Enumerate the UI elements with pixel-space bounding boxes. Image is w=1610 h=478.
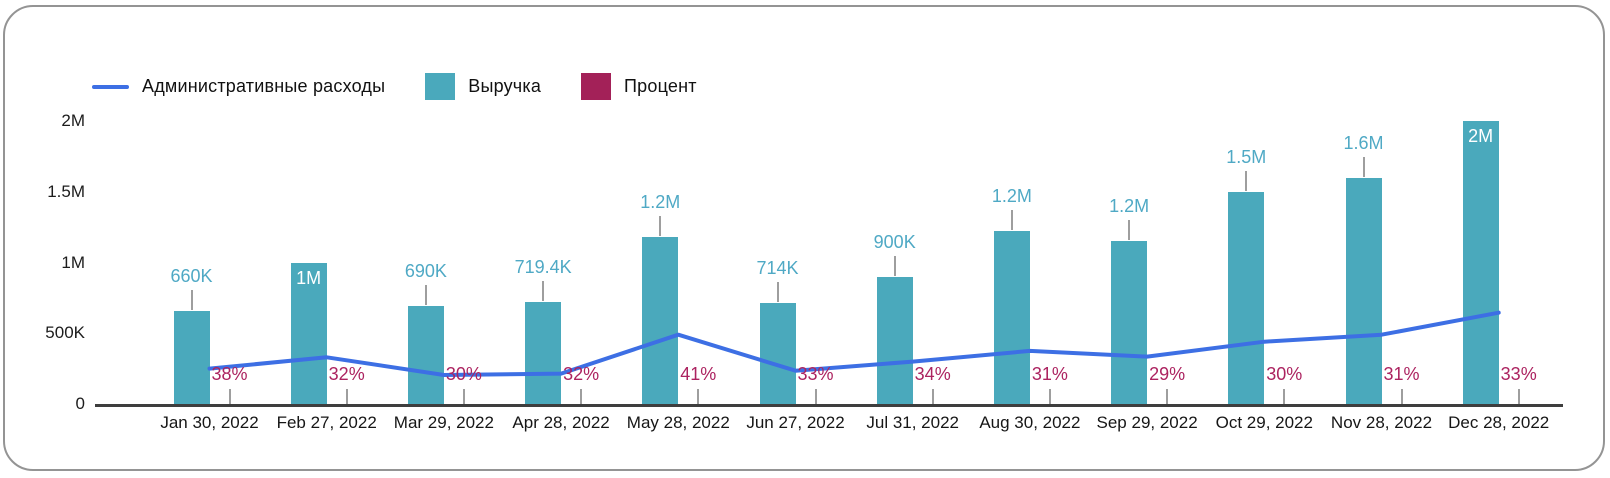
x-axis-date-label: Jul 31, 2022 — [866, 413, 959, 432]
revenue-bar[interactable] — [1111, 241, 1148, 404]
y-axis-tick-label: 500K — [45, 323, 85, 343]
revenue-bar[interactable] — [1462, 121, 1499, 404]
line-series-swatch-icon — [92, 84, 129, 89]
percent-label-leader-line — [580, 389, 583, 404]
percent-label-leader-line — [814, 389, 817, 404]
percent-value-label: 30% — [445, 364, 482, 384]
revenue-bar-value-label: 900K — [873, 231, 916, 252]
y-axis-tick-label: 1M — [61, 252, 85, 272]
bar-label-leader-line — [1362, 156, 1365, 177]
bar-label-leader-line — [1128, 220, 1131, 241]
percent-label-leader-line — [1517, 389, 1520, 404]
bar-label-leader-line — [893, 255, 896, 276]
x-axis-date-label: Oct 29, 2022 — [1215, 413, 1313, 432]
bar-label-leader-line — [190, 289, 193, 310]
bar-label-leader-line — [1010, 210, 1013, 231]
revenue-bar-value-label: 660K — [170, 265, 213, 286]
percent-value-label: 41% — [680, 364, 717, 384]
revenue-bar[interactable] — [525, 302, 562, 404]
bar-label-leader-line — [424, 285, 427, 306]
y-axis-tick-label: 1.5M — [47, 181, 85, 201]
revenue-bar[interactable] — [642, 237, 679, 404]
revenue-bar-value-label: 1.2M — [640, 192, 681, 213]
revenue-bar[interactable] — [173, 310, 210, 404]
x-axis-date-label: Feb 27, 2022 — [276, 413, 377, 432]
revenue-bar[interactable] — [759, 302, 796, 404]
percent-label-leader-line — [931, 389, 934, 404]
x-axis-date-label: Sep 29, 2022 — [1096, 413, 1198, 432]
revenue-bar[interactable] — [1228, 191, 1265, 404]
legend-item-percent[interactable]: Процент — [581, 73, 697, 100]
chart-legend: Административные расходы Выручка Процент — [92, 73, 697, 100]
percent-value-label: 33% — [1500, 364, 1537, 384]
revenue-bar-value-label: 1.2M — [1109, 196, 1150, 217]
percent-label-leader-line — [462, 389, 465, 404]
revenue-bar[interactable] — [407, 306, 444, 404]
percent-value-label: 30% — [1266, 364, 1303, 384]
x-axis-date-label: May 28, 2022 — [626, 413, 730, 432]
percent-label-leader-line — [228, 389, 231, 404]
revenue-bar[interactable] — [876, 276, 913, 404]
percent-value-label: 31% — [1383, 364, 1420, 384]
revenue-bar[interactable] — [993, 231, 1030, 404]
x-axis-line — [95, 404, 1563, 407]
percent-value-label: 29% — [1149, 364, 1186, 384]
chart-card-frame — [3, 5, 1605, 471]
x-axis-date-label: Aug 30, 2022 — [979, 413, 1081, 432]
x-axis-date-label: Nov 28, 2022 — [1330, 413, 1433, 432]
legend-label-administrative-expenses: Административные расходы — [142, 76, 386, 96]
percent-label-leader-line — [697, 389, 700, 404]
revenue-series-swatch-icon — [425, 73, 456, 100]
percent-label-leader-line — [1048, 389, 1051, 404]
percent-value-label: 31% — [1031, 364, 1068, 384]
percent-value-label: 32% — [328, 364, 365, 384]
percent-value-label: 33% — [797, 364, 834, 384]
y-axis-tick-label: 2M — [61, 111, 85, 130]
percent-label-leader-line — [1166, 389, 1169, 404]
percent-label-leader-line — [1283, 389, 1286, 404]
bar-label-leader-line — [542, 281, 545, 302]
x-axis-date-label: Jan 30, 2022 — [160, 413, 259, 432]
revenue-bar-value-label: 714K — [756, 257, 799, 278]
x-axis-date-label: Jun 27, 2022 — [746, 413, 845, 432]
legend-item-revenue[interactable]: Выручка — [425, 73, 541, 100]
legend-item-administrative-expenses[interactable]: Административные расходы — [92, 76, 385, 97]
revenue-bar-value-label: 2M — [1468, 126, 1494, 146]
x-axis-date-label: Apr 28, 2022 — [512, 413, 610, 432]
percent-series-swatch-icon — [581, 73, 612, 100]
percent-value-label: 32% — [563, 364, 600, 384]
revenue-bar-value-label: 1.2M — [991, 186, 1032, 207]
bar-label-leader-line — [659, 216, 662, 237]
bar-label-leader-line — [776, 281, 779, 302]
legend-label-revenue: Выручка — [468, 76, 542, 96]
revenue-bar-value-label: 690K — [404, 261, 447, 282]
y-axis-tick-label: 0 — [75, 394, 85, 413]
revenue-bar-value-label: 1M — [296, 267, 322, 288]
percent-value-label: 34% — [914, 364, 951, 384]
revenue-bar-value-label: 1.6M — [1343, 132, 1384, 153]
percent-label-leader-line — [1400, 389, 1403, 404]
percent-label-leader-line — [345, 389, 348, 404]
revenue-bar[interactable] — [290, 262, 327, 404]
revenue-bar-value-label: 1.5M — [1226, 146, 1267, 167]
revenue-bar-value-label: 719.4K — [514, 257, 572, 278]
revenue-bar[interactable] — [1345, 177, 1382, 404]
legend-label-percent: Процент — [624, 76, 697, 96]
x-axis-date-label: Dec 28, 2022 — [1448, 413, 1550, 432]
percent-value-label: 38% — [211, 364, 248, 384]
x-axis-date-label: Mar 29, 2022 — [393, 413, 494, 432]
bar-label-leader-line — [1245, 170, 1248, 191]
admin-expenses-line[interactable] — [207, 310, 1501, 377]
